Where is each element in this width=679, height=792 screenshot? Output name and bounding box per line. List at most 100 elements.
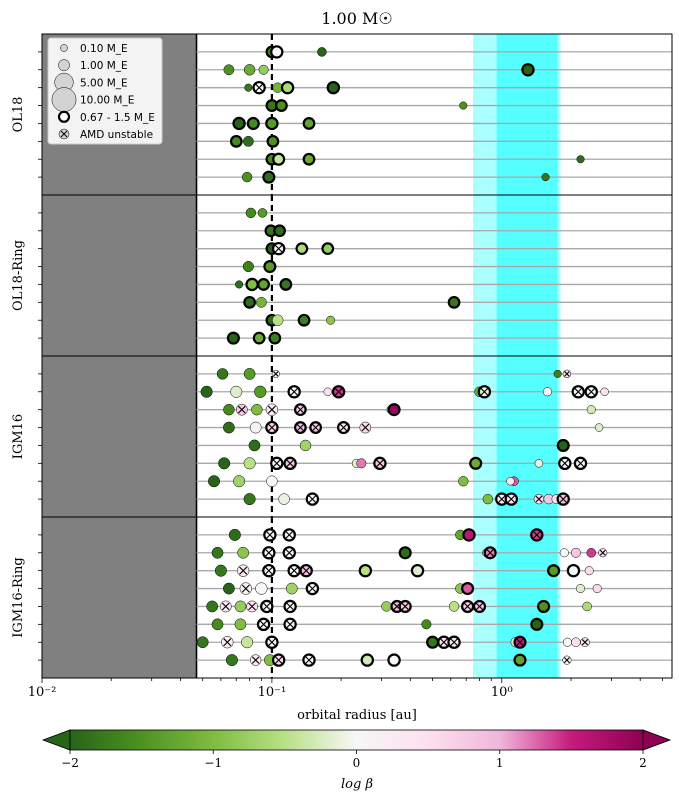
amd-unstable-mark — [296, 406, 305, 414]
amd-unstable-mark — [290, 566, 299, 575]
amd-unstable-mark — [574, 387, 583, 396]
amd-unstable-mark — [339, 423, 348, 432]
planet-marker — [426, 635, 440, 649]
amd-unstable-mark — [255, 83, 263, 92]
planet-marker — [521, 63, 535, 77]
amd-unstable-mark — [286, 620, 294, 629]
planet-marker — [249, 421, 262, 434]
amd-unstable-mark — [221, 602, 230, 611]
planet-marker — [255, 582, 268, 595]
planet-marker — [461, 582, 475, 596]
amd-unstable-mark — [516, 638, 524, 646]
amd-unstable-mark — [259, 620, 268, 629]
inner-cutoff-region — [42, 356, 197, 517]
planet-marker — [381, 601, 392, 612]
planet-marker — [233, 475, 246, 488]
planet-marker — [553, 369, 562, 378]
habitable-zone-inner — [496, 356, 558, 517]
amd-unstable-mark — [264, 566, 273, 575]
planet-marker — [229, 134, 243, 148]
planet-marker — [196, 636, 209, 649]
planet-marker — [223, 64, 235, 76]
planet-marker — [584, 566, 594, 576]
amd-unstable-mark — [401, 602, 409, 611]
colorbar-tick-label: −2 — [61, 756, 79, 770]
planet-marker — [542, 387, 552, 397]
planet-marker — [562, 637, 572, 647]
planet-marker — [537, 599, 551, 613]
colorbar: −2 −1 0 1 2 — [41, 729, 672, 770]
planet-marker — [216, 368, 229, 380]
panel-ol18-ring: OL18-Ring — [11, 194, 673, 357]
planet-marker — [421, 619, 432, 630]
amd-unstable-mark — [475, 602, 484, 611]
amd-unstable-mark — [564, 371, 570, 377]
x-tick-label: 10⁻¹ — [258, 685, 287, 700]
amd-unstable-mark — [581, 639, 589, 646]
amd-unstable-mark — [268, 638, 276, 647]
amd-unstable-mark — [266, 531, 274, 539]
amd-unstable-mark — [532, 531, 541, 539]
habitable-zone-inner — [496, 195, 558, 356]
planet-marker — [387, 403, 401, 417]
legend-label: 5.00 M_E — [80, 77, 128, 89]
planet-marker — [295, 242, 309, 256]
planet-marker — [272, 314, 284, 326]
planet-marker — [211, 546, 224, 559]
planet-marker — [257, 278, 270, 291]
amd-unstable-mark — [268, 423, 276, 432]
planet-marker — [570, 547, 581, 558]
planet-marker — [285, 582, 298, 595]
planet-marker — [246, 116, 260, 130]
colorbar-tick-label: 1 — [496, 756, 504, 770]
amd-unstable-mark — [308, 584, 317, 593]
planet-marker — [270, 45, 284, 59]
planet-marker — [223, 403, 235, 416]
amd-unstable-mark — [376, 459, 384, 468]
panel-label: OL18 — [11, 97, 26, 133]
amd-unstable-mark — [507, 495, 516, 503]
amd-unstable-mark — [559, 495, 568, 503]
planet-marker — [469, 456, 483, 470]
planet-marker — [272, 152, 286, 166]
planet-marker — [506, 477, 515, 486]
amd-unstable-mark — [587, 387, 596, 396]
amd-unstable-mark — [361, 423, 370, 432]
planet-marker — [257, 208, 268, 218]
x-axis-label: orbital radius [au] — [297, 708, 417, 723]
legend-marker — [60, 44, 68, 52]
planet-marker — [242, 261, 254, 273]
planet-marker — [586, 405, 596, 415]
amd-unstable-mark — [241, 584, 250, 593]
colorbar-tick-label: 2 — [639, 756, 647, 770]
amd-unstable-mark — [302, 566, 311, 575]
planet-marker — [230, 385, 243, 398]
legend: 0.10 M_E 1.00 M_E 5.00 M_E 10.00 M_E 0.67 - … — [47, 37, 163, 145]
amd-unstable-mark — [311, 423, 320, 432]
planet-marker — [326, 315, 336, 325]
planet-marker — [248, 439, 261, 452]
amd-unstable-mark — [463, 602, 472, 611]
planet-marker — [410, 563, 425, 578]
planet-marker — [299, 439, 312, 452]
planet-marker — [547, 564, 561, 578]
planet-marker — [263, 260, 277, 274]
planet-marker — [200, 385, 213, 398]
planet-marker — [513, 653, 527, 667]
planet-marker — [571, 637, 581, 647]
planet-marker — [302, 117, 316, 130]
legend-label: AMD unstable — [80, 129, 153, 141]
planet-marker — [576, 584, 586, 594]
habitable-zone-inner — [496, 517, 558, 678]
colorbar-label: log β — [341, 777, 373, 792]
planet-marker — [234, 618, 247, 631]
amd-unstable-mark — [560, 459, 569, 468]
planet-marker — [582, 601, 592, 612]
panels: OL18 OL18-Ring IGM16 IGM16-Ring — [11, 33, 673, 679]
x-axis: 10⁻² 10⁻¹ 10⁰ — [28, 678, 663, 700]
planet-marker — [243, 368, 256, 380]
panel-igm16-ring: IGM16-Ring — [11, 516, 673, 679]
planet-marker — [273, 224, 286, 238]
planet-marker — [266, 134, 280, 148]
planet-marker — [556, 438, 570, 452]
